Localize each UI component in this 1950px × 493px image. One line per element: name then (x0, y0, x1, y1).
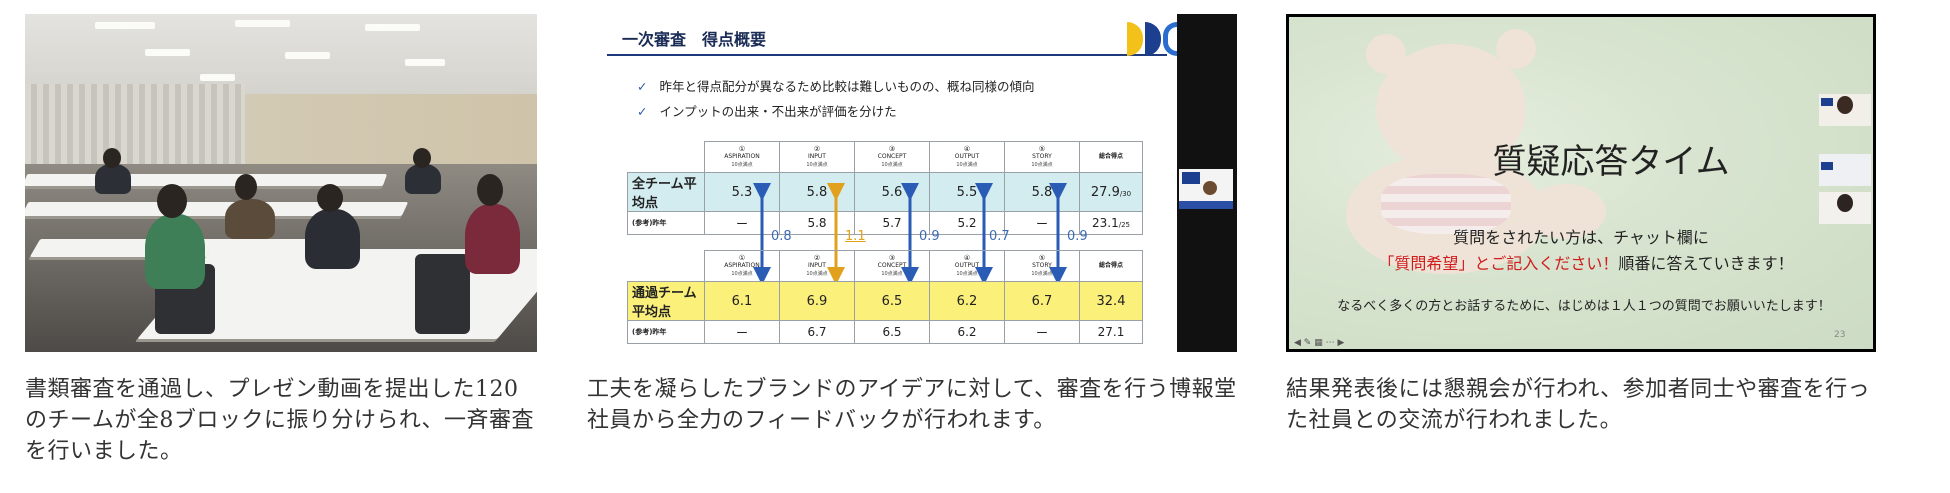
title-divider (607, 54, 1167, 56)
attendee (145, 214, 205, 289)
ceiling-light (235, 20, 290, 27)
back-wall (245, 94, 537, 164)
diff-input: 1.1 (845, 229, 866, 244)
attendee (305, 209, 360, 269)
ceiling-light (95, 22, 155, 29)
attendee (225, 199, 275, 239)
participant-tile[interactable] (1819, 192, 1871, 224)
slide-controls[interactable]: ◀ ✎ ▦ ⋯ ▶ (1294, 338, 1344, 348)
attendee-head (157, 184, 187, 218)
table-row: 通過チーム平均点 6.1 6.9 6.5 6.2 6.7 32.4 (627, 281, 1143, 321)
diff-output: 0.7 (989, 229, 1010, 244)
ceiling-light (145, 49, 190, 56)
attendee (465, 204, 520, 274)
attendee (95, 164, 131, 194)
caption: 書類審査を通過し、プレゼン動画を提出した120のチームが全8ブロックに振り分けら… (25, 377, 535, 464)
pen-icon[interactable]: ✎ (1303, 338, 1312, 348)
attendee-head (235, 174, 257, 200)
panel-meeting-photo: 書類審査を通過し、プレゼン動画を提出した120のチームが全8ブロックに振り分けら… (25, 14, 537, 464)
white-overlay (1289, 17, 1873, 349)
grid-icon[interactable]: ▦ (1314, 338, 1323, 348)
avatar (1837, 194, 1853, 212)
prev-icon[interactable]: ◀ (1294, 338, 1301, 348)
participant-tile[interactable] (1819, 94, 1871, 126)
panel-qa-slide: 質疑応答タイム 質問をされたい方は、チャット欄に 「質問希望」とご記入ください！… (1286, 14, 1876, 433)
more-icon[interactable]: ⋯ (1325, 338, 1335, 348)
score-slide-screenshot: 一次審査 得点概要 ✓ 昨年と得点配分が異なるため比較は難しいものの、概ね同様の傾… (587, 14, 1237, 352)
name-bar (1179, 201, 1233, 209)
chair (415, 254, 470, 334)
qa-line-2: 「質問希望」とご記入ください！順番に答えていきます！ (1378, 254, 1794, 273)
ceiling-light (405, 59, 445, 66)
caption: 結果発表後には懇親会が行われ、参加者同士や審査を行った社員との交流が行われました… (1286, 377, 1871, 433)
bullet-item: ✓ 昨年と得点配分が異なるため比較は難しいものの、概ね同様の傾向 (637, 79, 1035, 94)
attendee-head (317, 184, 343, 212)
check-icon: ✓ (637, 104, 648, 119)
attendee-head (477, 174, 503, 206)
avatar (1837, 96, 1853, 114)
avatar (1203, 181, 1217, 195)
table-row: (参考)昨年 ー 6.7 6.5 6.2 ー 27.1 (627, 320, 1143, 344)
diff-aspiration: 0.8 (771, 229, 792, 244)
slide-sheet: 一次審査 得点概要 ✓ 昨年と得点配分が異なるため比較は難しいものの、概ね同様の傾… (587, 14, 1177, 352)
panel-score-slide: 一次審査 得点概要 ✓ 昨年と得点配分が異なるため比較は難しいものの、概ね同様の傾… (587, 14, 1237, 433)
qa-line-1: 質問をされたい方は、チャット欄に (1453, 228, 1709, 247)
participant-tile[interactable] (1819, 154, 1871, 186)
next-icon[interactable]: ▶ (1337, 338, 1345, 348)
caption: 工夫を凝らしたブランドのアイデアに対して、審査を行う博報堂社員から全力のフィード… (587, 377, 1237, 433)
logo-icon (1821, 98, 1833, 106)
qa-note: なるべく多くの方とお話するために、はじめは１人１つの質問でお願いいたします！ (1337, 299, 1831, 314)
logo-icon (1821, 162, 1833, 170)
score-table-pass: ① ASPIRATION 10点満点 ② INPUT 10点満点 ③ CONCEPT 10点… (627, 250, 1143, 344)
ceiling-light (285, 52, 330, 59)
attendee (405, 164, 441, 194)
slide-title: 一次審査 得点概要 (622, 30, 767, 49)
diff-story: 0.9 (1067, 229, 1088, 244)
participant-video-thumbnail[interactable] (1179, 169, 1233, 209)
logo-icon (1182, 172, 1200, 184)
bullet-item: ✓ インプットの出来・不出来が評価を分けた (637, 104, 897, 119)
check-icon: ✓ (637, 79, 648, 94)
desk (25, 202, 409, 216)
ceiling-light (200, 74, 235, 81)
meeting-room-photo (25, 14, 537, 352)
attendee-head (413, 148, 431, 168)
qa-title: 質疑応答タイム (1492, 142, 1730, 182)
attendee-head (103, 148, 121, 168)
ceiling-light (365, 24, 420, 31)
diff-concept: 0.9 (919, 229, 940, 244)
bdc-logo (1127, 22, 1177, 56)
qa-slide-screenshot: 質疑応答タイム 質問をされたい方は、チャット欄に 「質問希望」とご記入ください！… (1286, 14, 1876, 352)
page-number: 23 (1834, 330, 1846, 340)
